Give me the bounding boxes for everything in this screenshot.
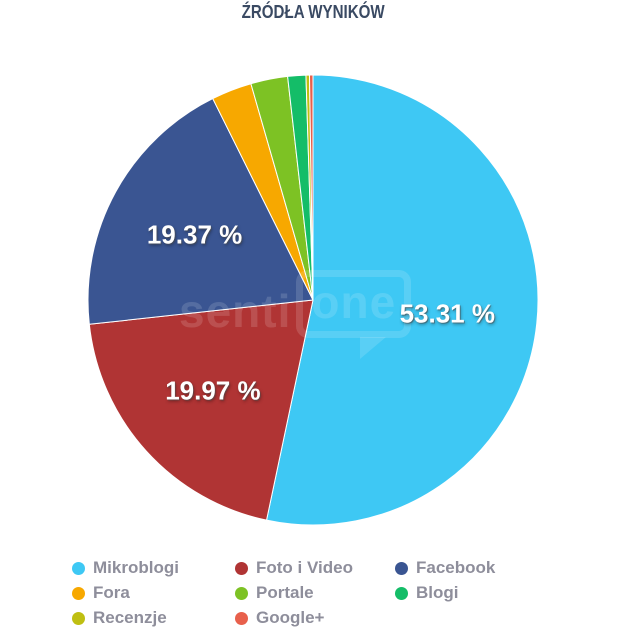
legend-item-label: Google+ xyxy=(256,608,325,627)
legend: Mikroblogi Foto i Video Facebook Fora Portal… xyxy=(72,559,565,627)
legend-dot-icon xyxy=(235,611,248,625)
legend-item-blogi[interactable]: Blogi xyxy=(395,584,565,602)
legend-dot-icon xyxy=(235,586,248,600)
legend-dot-icon xyxy=(72,586,85,600)
pie-slice-facebook[interactable] xyxy=(87,98,314,325)
legend-item-mikroblogi[interactable]: Mikroblogi xyxy=(72,559,235,577)
legend-item-facebook[interactable]: Facebook xyxy=(395,559,565,577)
pie-slice-google-[interactable] xyxy=(308,74,314,301)
legend-item-fora[interactable]: Fora xyxy=(72,584,235,602)
legend-item-portale[interactable]: Portale xyxy=(235,584,395,602)
legend-item-label: Facebook xyxy=(416,558,496,577)
legend-item-label: Blogi xyxy=(416,583,459,602)
pie-slice-foto-i-video[interactable] xyxy=(88,299,314,521)
legend-item-label: Mikroblogi xyxy=(93,558,179,577)
legend-item-label: Foto i Video xyxy=(256,558,353,577)
legend-item-google-[interactable]: Google+ xyxy=(235,609,395,627)
legend-item-foto-i-video[interactable]: Foto i Video xyxy=(235,559,395,577)
pie-slice-mikroblogi[interactable] xyxy=(266,74,539,526)
chart-title-text: ŹRÓDŁA WYNIKÓW xyxy=(241,2,385,22)
legend-item-label: Recenzje xyxy=(93,608,167,627)
legend-item-label: Fora xyxy=(93,583,130,602)
legend-item-recenzje[interactable]: Recenzje xyxy=(72,609,235,627)
legend-dot-icon xyxy=(235,561,248,575)
legend-dot-icon xyxy=(72,611,85,625)
legend-dot-icon xyxy=(72,561,85,575)
legend-item-label: Portale xyxy=(256,583,314,602)
chart-title: ŹRÓDŁA WYNIKÓW xyxy=(0,2,626,23)
legend-dot-icon xyxy=(395,561,408,575)
legend-dot-icon xyxy=(395,586,408,600)
